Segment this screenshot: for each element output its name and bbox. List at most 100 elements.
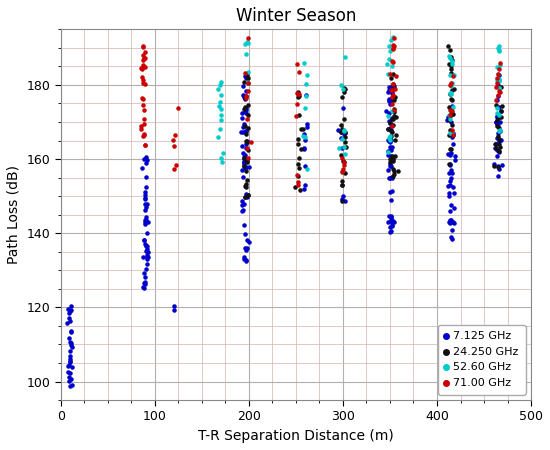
7.125 GHz: [66, 352, 75, 360]
7.125 GHz: [445, 161, 454, 168]
52.60 GHz: [496, 126, 505, 134]
24.250 GHz: [390, 136, 399, 144]
71.00 GHz: [338, 155, 346, 162]
24.250 GHz: [448, 131, 457, 138]
52.60 GHz: [340, 143, 349, 150]
7.125 GHz: [337, 129, 345, 136]
7.125 GHz: [239, 156, 248, 163]
7.125 GHz: [68, 343, 77, 351]
7.125 GHz: [446, 217, 455, 224]
7.125 GHz: [447, 202, 455, 209]
24.250 GHz: [290, 184, 299, 191]
52.60 GHz: [448, 130, 457, 137]
24.250 GHz: [243, 72, 251, 79]
7.125 GHz: [141, 247, 150, 254]
24.250 GHz: [338, 198, 346, 205]
71.00 GHz: [389, 42, 398, 50]
7.125 GHz: [340, 130, 349, 138]
7.125 GHz: [491, 144, 500, 152]
7.125 GHz: [142, 174, 151, 181]
7.125 GHz: [385, 98, 394, 105]
71.00 GHz: [492, 75, 501, 82]
7.125 GHz: [450, 152, 459, 159]
71.00 GHz: [491, 96, 500, 104]
71.00 GHz: [244, 80, 253, 87]
52.60 GHz: [339, 86, 348, 93]
24.250 GHz: [389, 156, 398, 163]
24.250 GHz: [388, 116, 397, 123]
7.125 GHz: [383, 148, 392, 155]
52.60 GHz: [335, 144, 344, 151]
7.125 GHz: [446, 160, 454, 167]
7.125 GHz: [241, 107, 250, 114]
7.125 GHz: [384, 89, 393, 96]
24.250 GHz: [341, 134, 350, 141]
7.125 GHz: [238, 143, 247, 150]
7.125 GHz: [387, 157, 395, 164]
7.125 GHz: [65, 359, 74, 366]
7.125 GHz: [64, 378, 73, 385]
24.250 GHz: [389, 105, 398, 112]
52.60 GHz: [387, 107, 396, 114]
71.00 GHz: [388, 100, 397, 108]
71.00 GHz: [138, 73, 146, 81]
52.60 GHz: [494, 47, 503, 54]
7.125 GHz: [387, 136, 395, 144]
24.250 GHz: [243, 192, 252, 199]
52.60 GHz: [339, 127, 348, 135]
24.250 GHz: [240, 78, 249, 86]
71.00 GHz: [449, 131, 458, 138]
24.250 GHz: [393, 167, 402, 174]
7.125 GHz: [443, 113, 452, 120]
24.250 GHz: [494, 132, 503, 139]
71.00 GHz: [386, 71, 395, 78]
7.125 GHz: [68, 382, 76, 389]
71.00 GHz: [170, 131, 179, 138]
7.125 GHz: [302, 123, 311, 130]
7.125 GHz: [241, 190, 250, 198]
7.125 GHz: [387, 217, 395, 225]
52.60 GHz: [217, 105, 226, 112]
7.125 GHz: [141, 195, 150, 203]
24.250 GHz: [339, 84, 348, 91]
24.250 GHz: [450, 86, 459, 93]
7.125 GHz: [139, 156, 148, 163]
52.60 GHz: [244, 80, 253, 87]
71.00 GHz: [139, 62, 147, 69]
71.00 GHz: [292, 113, 301, 120]
71.00 GHz: [293, 100, 302, 108]
24.250 GHz: [242, 158, 251, 165]
24.250 GHz: [388, 158, 397, 165]
24.250 GHz: [243, 191, 252, 198]
71.00 GHz: [139, 42, 148, 50]
52.60 GHz: [495, 77, 504, 85]
52.60 GHz: [302, 72, 311, 79]
7.125 GHz: [240, 96, 249, 103]
7.125 GHz: [339, 158, 348, 166]
7.125 GHz: [67, 329, 76, 336]
7.125 GHz: [65, 374, 74, 381]
24.250 GHz: [296, 126, 305, 133]
7.125 GHz: [387, 223, 396, 230]
52.60 GHz: [243, 38, 251, 45]
7.125 GHz: [449, 183, 458, 190]
7.125 GHz: [382, 108, 390, 115]
7.125 GHz: [386, 83, 395, 90]
71.00 GHz: [141, 80, 150, 87]
52.60 GHz: [492, 109, 501, 117]
71.00 GHz: [246, 138, 255, 145]
7.125 GHz: [387, 174, 396, 181]
7.125 GHz: [141, 184, 150, 191]
7.125 GHz: [387, 147, 395, 154]
7.125 GHz: [241, 194, 250, 201]
7.125 GHz: [446, 219, 454, 226]
71.00 GHz: [389, 34, 398, 41]
7.125 GHz: [64, 362, 73, 369]
24.250 GHz: [386, 74, 395, 81]
24.250 GHz: [341, 138, 350, 145]
7.125 GHz: [493, 115, 502, 122]
7.125 GHz: [450, 220, 459, 227]
71.00 GHz: [447, 126, 456, 133]
7.125 GHz: [493, 152, 502, 159]
24.250 GHz: [446, 54, 455, 61]
